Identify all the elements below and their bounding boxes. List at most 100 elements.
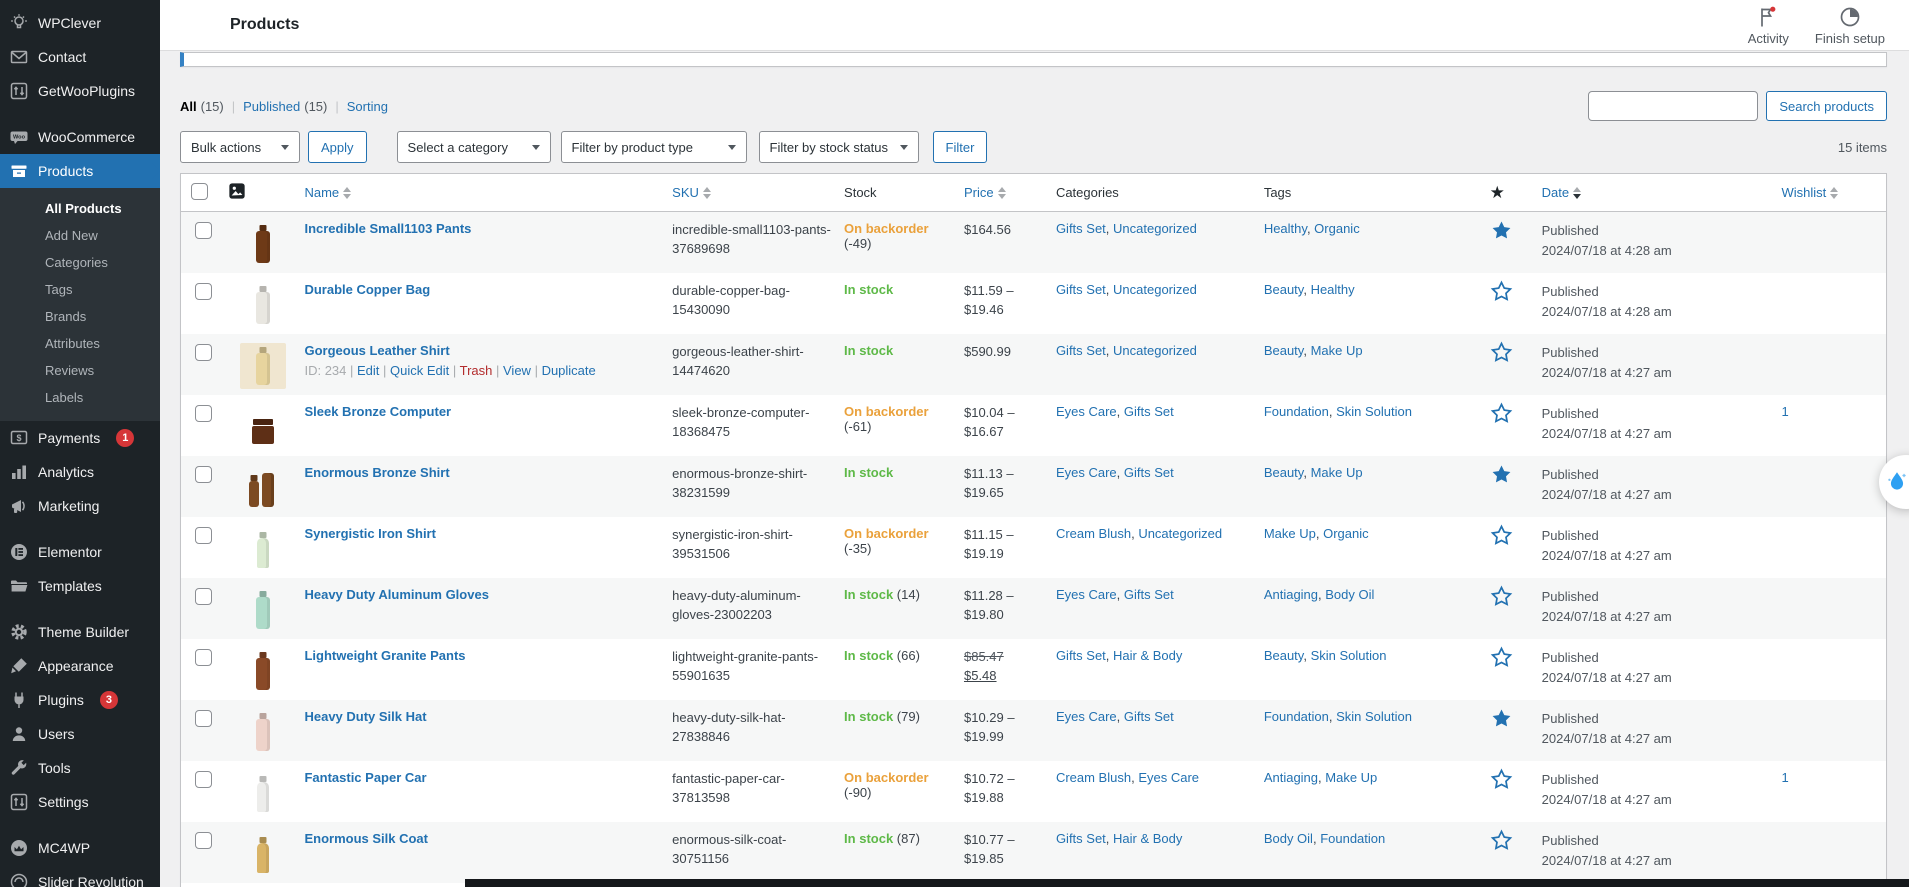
product-name-link[interactable]: Gorgeous Leather Shirt — [304, 343, 450, 358]
row-select-checkbox[interactable] — [195, 771, 213, 788]
category-link[interactable]: Eyes Care — [1055, 587, 1117, 602]
sidebar-item-elementor[interactable]: Elementor — [0, 535, 160, 569]
tag-link[interactable]: Antiaging — [1263, 770, 1319, 785]
sidebar-item-theme-builder[interactable]: Theme Builder — [0, 615, 160, 649]
sidebar-item-tools[interactable]: Tools — [0, 751, 160, 785]
featured-star-outline-icon[interactable] — [1490, 646, 1513, 672]
row-select-checkbox[interactable] — [195, 832, 213, 849]
tag-link[interactable]: Healthy — [1310, 282, 1355, 297]
category-link[interactable]: Gifts Set — [1055, 831, 1106, 846]
sort-by-wishlist[interactable]: Wishlist — [1781, 185, 1839, 200]
view-all[interactable]: All (15) — [180, 99, 224, 114]
sidebar-item-marketing[interactable]: Marketing — [0, 489, 160, 523]
tag-link[interactable]: Body Oil — [1263, 831, 1313, 846]
category-link[interactable]: Cream Blush — [1055, 770, 1132, 785]
featured-star-outline-icon[interactable] — [1490, 402, 1513, 428]
sort-by-date[interactable]: Date — [1542, 185, 1582, 200]
row-select-checkbox[interactable] — [195, 344, 213, 361]
category-link[interactable]: Gifts Set — [1055, 343, 1106, 358]
product-name-link[interactable]: Heavy Duty Aluminum Gloves — [304, 587, 489, 602]
tag-link[interactable]: Beauty — [1263, 282, 1304, 297]
category-link[interactable]: Gifts Set — [1123, 404, 1174, 419]
tag-link[interactable]: Make Up — [1310, 465, 1363, 480]
row-action-quick-edit[interactable]: Quick Edit — [390, 363, 450, 378]
category-link[interactable]: Cream Blush — [1055, 526, 1132, 541]
submenu-item-add-new[interactable]: Add New — [45, 228, 98, 243]
row-select-checkbox[interactable] — [195, 527, 213, 544]
tag-link[interactable]: Beauty — [1263, 648, 1304, 663]
product-name-link[interactable]: Sleek Bronze Computer — [304, 404, 452, 419]
category-link[interactable]: Eyes Care — [1138, 770, 1200, 785]
tag-link[interactable]: Foundation — [1263, 404, 1329, 419]
category-link[interactable]: Gifts Set — [1055, 648, 1106, 663]
activity-button[interactable]: Activity — [1748, 5, 1789, 46]
tag-link[interactable]: Skin Solution — [1310, 648, 1387, 663]
product-name-link[interactable]: Incredible Small1103 Pants — [304, 221, 472, 236]
tag-link[interactable]: Body Oil — [1325, 587, 1375, 602]
sidebar-item-slider-revolution[interactable]: Slider Revolution — [0, 865, 160, 887]
tag-link[interactable]: Foundation — [1320, 831, 1386, 846]
finish-setup-button[interactable]: Finish setup — [1815, 5, 1885, 46]
search-products-button[interactable]: Search products — [1766, 91, 1887, 121]
tag-link[interactable]: Make Up — [1310, 343, 1363, 358]
row-select-checkbox[interactable] — [195, 405, 213, 422]
category-link[interactable]: Eyes Care — [1055, 709, 1117, 724]
featured-star-icon[interactable] — [1490, 707, 1513, 733]
sidebar-item-users[interactable]: Users — [0, 717, 160, 751]
sidebar-item-plugins[interactable]: Plugins 3 — [0, 683, 160, 717]
sort-by-sku[interactable]: SKU — [672, 185, 711, 200]
submenu-item-all-products[interactable]: All Products — [45, 201, 122, 216]
filter-button[interactable]: Filter — [932, 131, 988, 163]
tag-link[interactable]: Organic — [1314, 221, 1360, 236]
tag-link[interactable]: Organic — [1323, 526, 1369, 541]
category-link[interactable]: Uncategorized — [1113, 282, 1197, 297]
featured-star-outline-icon[interactable] — [1490, 341, 1513, 367]
category-link[interactable]: Eyes Care — [1055, 465, 1117, 480]
sidebar-item-woocommerce[interactable]: Woo WooCommerce — [0, 120, 160, 154]
tag-link[interactable]: Foundation — [1263, 709, 1329, 724]
sidebar-item-contact[interactable]: Contact — [0, 40, 160, 74]
featured-star-icon[interactable] — [1490, 463, 1513, 489]
submenu-item-labels[interactable]: Labels — [45, 390, 84, 405]
row-action-trash[interactable]: Trash — [459, 363, 493, 378]
product-name-link[interactable]: Enormous Bronze Shirt — [304, 465, 450, 480]
tag-link[interactable]: Make Up — [1263, 526, 1316, 541]
sidebar-item-wpclever[interactable]: WPClever — [0, 6, 160, 40]
submenu-item-attributes[interactable]: Attributes — [45, 336, 100, 351]
category-link[interactable]: Uncategorized — [1113, 343, 1197, 358]
product-name-link[interactable]: Durable Copper Bag — [304, 282, 431, 297]
category-link[interactable]: Gifts Set — [1123, 587, 1174, 602]
category-link[interactable]: Uncategorized — [1113, 221, 1197, 236]
search-input[interactable] — [1588, 91, 1759, 121]
featured-star-outline-icon[interactable] — [1490, 280, 1513, 306]
featured-star-icon[interactable] — [1490, 219, 1513, 245]
stock-status-filter-select[interactable]: Filter by stock status — [758, 131, 919, 163]
tag-link[interactable]: Skin Solution — [1336, 709, 1412, 724]
tag-link[interactable]: Skin Solution — [1336, 404, 1412, 419]
tag-link[interactable]: Beauty — [1263, 343, 1304, 358]
row-select-checkbox[interactable] — [195, 588, 213, 605]
row-select-checkbox[interactable] — [195, 466, 213, 483]
submenu-item-brands[interactable]: Brands — [45, 309, 87, 324]
product-name-link[interactable]: Heavy Duty Silk Hat — [304, 709, 427, 724]
row-action-view[interactable]: View — [503, 363, 531, 378]
sort-by-price[interactable]: Price — [964, 185, 1006, 200]
category-link[interactable]: Hair & Body — [1113, 648, 1183, 663]
product-name-link[interactable]: Lightweight Granite Pants — [304, 648, 466, 663]
product-name-link[interactable]: Enormous Silk Coat — [304, 831, 428, 846]
wishlist-count-link[interactable]: 1 — [1781, 404, 1789, 419]
sidebar-item-mc4wp[interactable]: MC4WP — [0, 831, 160, 865]
category-link[interactable]: Gifts Set — [1123, 465, 1174, 480]
sidebar-item-getwooplugins[interactable]: GetWooPlugins — [0, 74, 160, 108]
sidebar-item-appearance[interactable]: Appearance — [0, 649, 160, 683]
featured-star-outline-icon[interactable] — [1490, 829, 1513, 855]
row-select-checkbox[interactable] — [195, 710, 213, 727]
submenu-item-reviews[interactable]: Reviews — [45, 363, 95, 378]
featured-star-outline-icon[interactable] — [1490, 768, 1513, 794]
category-link[interactable]: Gifts Set — [1123, 709, 1174, 724]
sidebar-item-analytics[interactable]: Analytics — [0, 455, 160, 489]
view-published[interactable]: Published (15) — [243, 99, 328, 114]
product-type-filter-select[interactable]: Filter by product type — [560, 131, 747, 163]
product-name-link[interactable]: Fantastic Paper Car — [304, 770, 427, 785]
submenu-item-categories[interactable]: Categories — [45, 255, 108, 270]
